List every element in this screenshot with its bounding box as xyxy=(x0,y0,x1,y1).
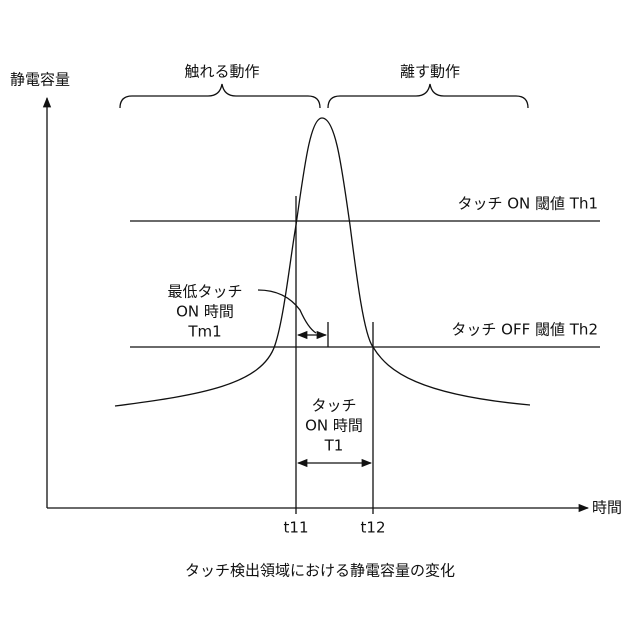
time-label: t11 xyxy=(284,519,309,537)
diagram: 静電容量 時間 触れる動作 離す動作 タッチ ON 閾値 Th1 タッチ OFF… xyxy=(0,0,640,640)
label: Tm1 xyxy=(187,323,221,341)
phase-label: 離す動作 xyxy=(400,63,460,81)
label: ON 時間 xyxy=(176,303,234,321)
phase-label: 触れる動作 xyxy=(184,63,259,81)
label: T1 xyxy=(324,437,344,455)
threshold-label: タッチ ON 閾値 Th1 xyxy=(457,195,598,213)
caption: タッチ検出領域における静電容量の変化 xyxy=(185,562,455,580)
capacitance-curve xyxy=(115,118,530,406)
label: 最低タッチ xyxy=(167,283,242,301)
brace xyxy=(120,84,320,108)
time-label: t12 xyxy=(361,519,386,537)
threshold-label: タッチ OFF 閾値 Th2 xyxy=(451,321,598,339)
brace xyxy=(328,84,528,108)
leader-line xyxy=(258,290,316,333)
label: ON 時間 xyxy=(305,417,363,435)
x-axis-label: 時間 xyxy=(592,499,622,517)
label: タッチ xyxy=(311,397,356,415)
y-axis-label: 静電容量 xyxy=(10,71,70,89)
